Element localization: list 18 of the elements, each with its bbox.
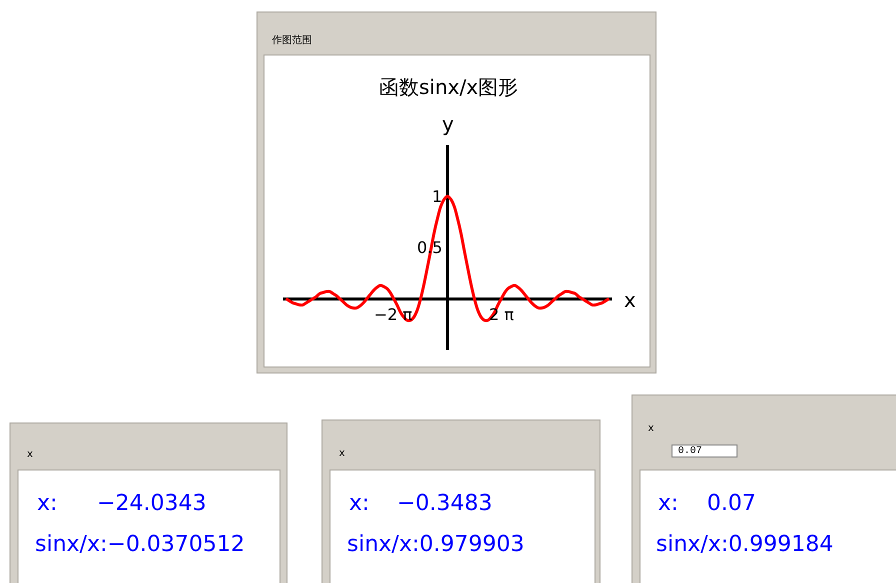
text: 0.07 (707, 491, 756, 516)
text: x: (349, 491, 370, 516)
x-axis-title: x (624, 288, 636, 312)
text: x: (658, 491, 678, 516)
chart-title: 函数sinx/x图形 (379, 75, 518, 99)
text: x (648, 423, 654, 434)
text: x (27, 449, 33, 460)
text: 0.07 (678, 446, 702, 457)
y-axis-title: y (442, 112, 454, 136)
text: x: (37, 491, 58, 516)
text: 作图范围 (271, 34, 312, 46)
text: sinx/x:0.979903 (347, 532, 524, 557)
text: −0.3483 (397, 491, 492, 516)
text: −24.0343 (97, 491, 206, 516)
text: x (339, 448, 345, 459)
y-tick-label: 1 (432, 187, 442, 206)
text: sinx/x:0.999184 (656, 532, 834, 557)
text: sinx/x:−0.0370512 (35, 532, 245, 557)
